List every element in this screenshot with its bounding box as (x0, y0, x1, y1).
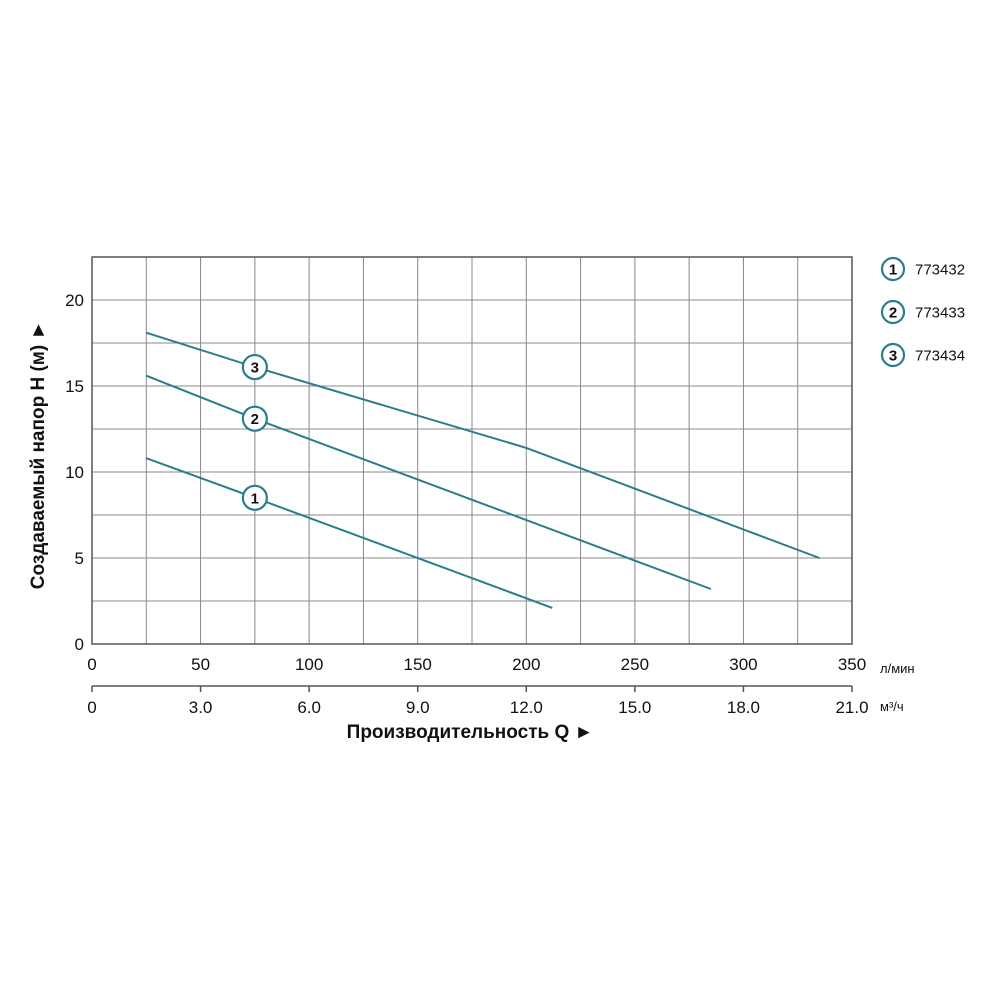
x2-tick-label: 3.0 (189, 698, 213, 717)
legend-marker-circle (880, 256, 906, 282)
x2-unit-label: м³/ч (880, 699, 904, 714)
legend-item-1: 1 773432 (880, 256, 965, 282)
y-tick-label: 10 (65, 463, 84, 482)
y-axis-title: Создаваемый напор H (м) ► (28, 321, 49, 590)
y-tick-label: 20 (65, 291, 84, 310)
secondary-x-axis: 0 3.0 6.0 9.0 12.0 15.0 18.0 21.0 (87, 685, 869, 717)
legend-item-2: 2 773433 (880, 299, 965, 325)
series-line-2 (145, 374, 712, 590)
x-tick-label: 100 (295, 655, 323, 674)
x-tick-label: 0 (87, 655, 96, 674)
x2-tick-label: 21.0 (835, 698, 868, 717)
x2-tick-label: 15.0 (618, 698, 651, 717)
x-tick-label: 200 (512, 655, 540, 674)
legend-label: 773433 (915, 305, 965, 322)
series-marker-number: 2 (251, 411, 259, 428)
x2-tick-label: 6.0 (297, 698, 321, 717)
x-tick-label: 250 (621, 655, 649, 674)
x-unit-label: л/мин (880, 661, 915, 676)
x-tick-label: 150 (404, 655, 432, 674)
legend-item-3: 3 773434 (880, 342, 965, 368)
legend-marker-circle (880, 299, 906, 325)
series-marker-number: 1 (251, 490, 259, 507)
y-tick-label: 0 (75, 635, 84, 654)
series-line-1 (145, 457, 553, 609)
x-axis-title: Производительность Q ► (347, 722, 594, 743)
legend-marker-number: 2 (889, 305, 897, 322)
legend-marker-circle (880, 342, 906, 368)
x-tick-labels: 0 50 100 150 200 250 300 350 (87, 655, 866, 674)
grid (92, 257, 852, 644)
plot-frame (91, 256, 853, 645)
series-markers: 1 2 3 (241, 353, 268, 511)
x2-tick-label: 9.0 (406, 698, 430, 717)
x2-tick-label: 18.0 (727, 698, 760, 717)
series-marker-3: 3 (241, 353, 268, 381)
x2-tick-label: 0 (87, 698, 96, 717)
legend-label: 773432 (915, 262, 965, 279)
series-marker-number: 3 (251, 360, 259, 377)
series-marker-2: 2 (241, 405, 268, 432)
series-marker-circle (241, 353, 268, 381)
legend-marker-number: 3 (889, 348, 897, 365)
legend: 1 773432 2 773433 3 773434 (880, 256, 965, 368)
y-tick-label: 15 (65, 377, 84, 396)
series-marker-1: 1 (241, 484, 268, 511)
x-tick-label: 50 (191, 655, 210, 674)
series-marker-circle (241, 405, 268, 432)
y-tick-label: 5 (75, 549, 84, 568)
x-tick-label: 350 (838, 655, 866, 674)
x2-tick-label: 12.0 (510, 698, 543, 717)
legend-label: 773434 (915, 348, 965, 365)
series-line-3 (145, 331, 820, 559)
series-marker-circle (241, 484, 268, 511)
x-tick-label: 300 (729, 655, 757, 674)
legend-marker-number: 1 (889, 262, 897, 279)
y-tick-labels: 0 5 10 15 20 (65, 291, 84, 654)
